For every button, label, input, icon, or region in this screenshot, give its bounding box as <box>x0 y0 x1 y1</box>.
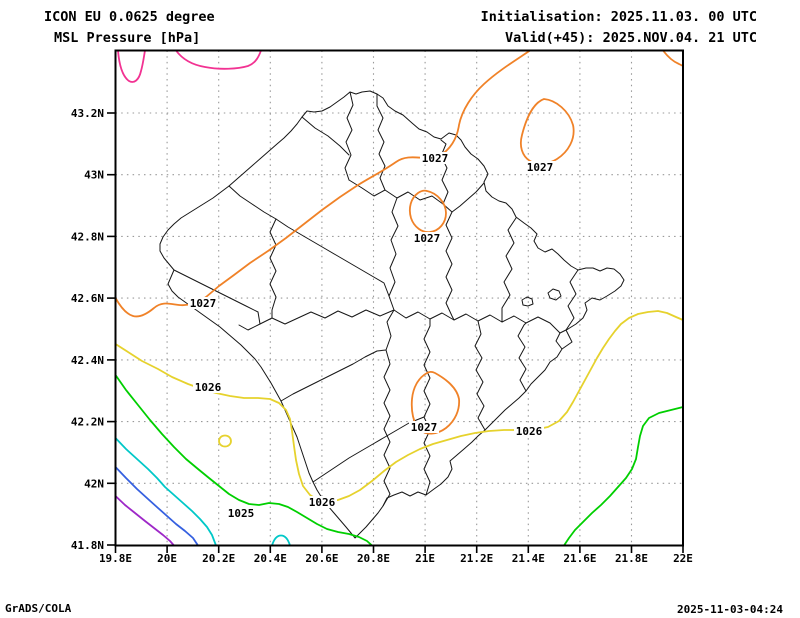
contour-label-1026: 1026 <box>516 425 543 438</box>
contour-labels-1026: 1026 1026 1026 <box>193 381 544 509</box>
y-tick-label: 43N <box>84 169 104 182</box>
contour-label-1025: 1025 <box>228 507 255 520</box>
footer: GrADS/COLA 2025-11-03-04:24 <box>5 602 783 616</box>
x-tick-label: 21E <box>415 552 435 565</box>
y-axis: 43.2N 43N 42.8N 42.6N 42.4N 42.2N 42N 41… <box>71 107 116 552</box>
x-tick-label: 19.8E <box>99 552 132 565</box>
contour-labels-1025: 1025 <box>226 507 256 520</box>
y-tick-label: 42.4N <box>71 354 104 367</box>
x-tick-label: 20.4E <box>254 552 287 565</box>
kosovo-municipality-map <box>159 90 625 539</box>
x-tick-label: 20.8E <box>357 552 390 565</box>
x-tick-label: 21.4E <box>512 552 545 565</box>
contour-1025 <box>114 374 684 547</box>
field-title: MSL Pressure [hPa] <box>54 30 200 46</box>
valid-time-label: Valid(+45): 2025.NOV.04. 21 UTC <box>505 30 757 46</box>
country-outline <box>159 90 625 539</box>
y-tick-label: 42.6N <box>71 292 104 305</box>
x-tick-label: 20E <box>157 552 177 565</box>
x-axis: 19.8E 20E 20.2E 20.4E 20.6E 20.8E 21E 21… <box>99 545 693 565</box>
contour-label-1027: 1027 <box>411 421 438 434</box>
y-tick-label: 42.8N <box>71 230 104 243</box>
y-tick-label: 41.8N <box>71 539 104 552</box>
model-title: ICON EU 0.0625 degree <box>44 9 215 25</box>
contour-magenta <box>117 49 262 83</box>
init-time-label: Initialisation: 2025.11.03. 00 UTC <box>481 9 757 25</box>
header: ICON EU 0.0625 degree MSL Pressure [hPa]… <box>44 9 757 46</box>
x-tick-label: 21.6E <box>563 552 596 565</box>
grads-credit: GrADS/COLA <box>5 602 72 615</box>
y-tick-label: 42N <box>84 477 104 490</box>
contour-label-1027: 1027 <box>414 232 441 245</box>
x-tick-label: 21.2E <box>460 552 493 565</box>
contour-blue <box>114 466 199 547</box>
x-tick-label: 20.2E <box>202 552 235 565</box>
contour-cyan <box>114 437 291 547</box>
x-tick-label: 22E <box>673 552 693 565</box>
contour-labels-1027: 1027 1027 1027 1027 1027 <box>188 152 555 434</box>
x-tick-label: 20.6E <box>305 552 338 565</box>
y-tick-label: 42.2N <box>71 416 104 429</box>
contour-purple <box>114 495 175 547</box>
contour-1027 <box>114 49 684 435</box>
creation-timestamp: 2025-11-03-04:24 <box>677 603 783 616</box>
contour-label-1027: 1027 <box>190 297 217 310</box>
x-tick-label: 21.8E <box>615 552 648 565</box>
contour-label-1027: 1027 <box>527 161 554 174</box>
contour-label-1026: 1026 <box>195 381 222 394</box>
contour-label-1026: 1026 <box>309 496 336 509</box>
contour-1026 <box>114 310 684 503</box>
contour-label-1027: 1027 <box>422 152 449 165</box>
y-tick-label: 43.2N <box>71 107 104 120</box>
